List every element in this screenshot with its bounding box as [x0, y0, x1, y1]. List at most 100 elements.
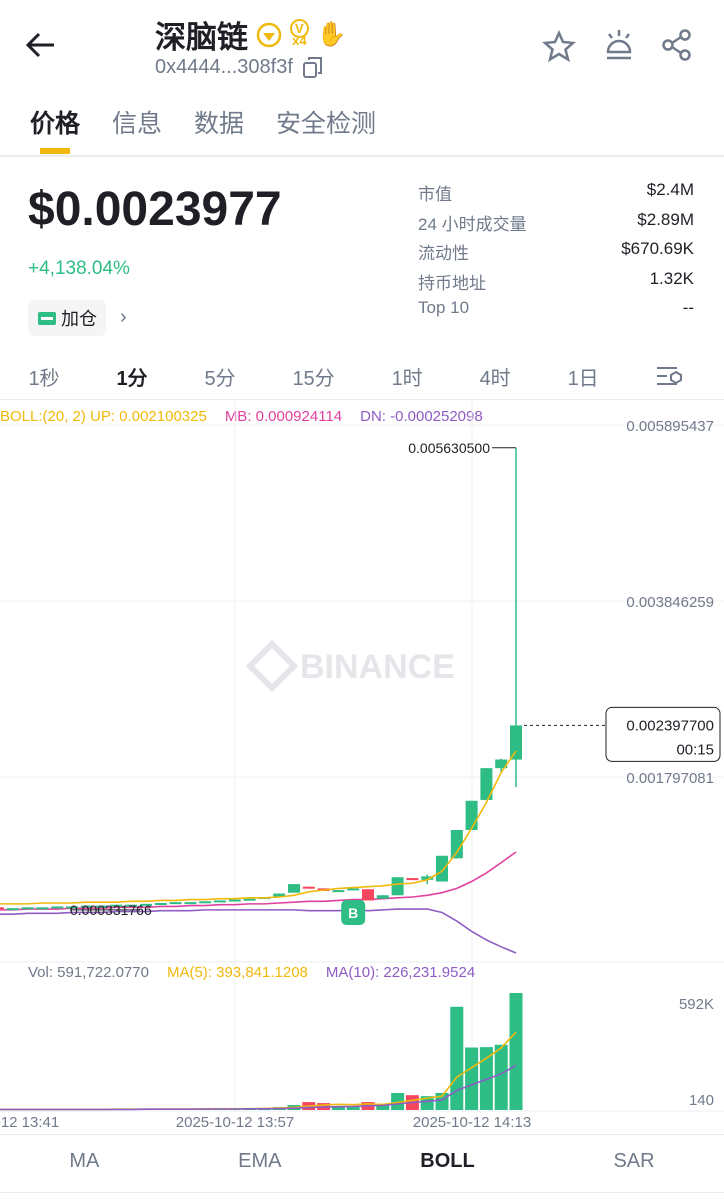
candle-body: [154, 903, 167, 906]
wallet-icon: [38, 312, 56, 325]
indicator-tab[interactable]: MA: [69, 1150, 100, 1172]
copy-icon[interactable]: [301, 55, 325, 79]
candle: [288, 884, 300, 893]
candle-body: [80, 905, 93, 908]
main-tabs: 价格 信息 数据 安全检测: [30, 104, 377, 154]
boll-up-line: [0, 750, 517, 905]
divider: [0, 1192, 724, 1193]
candle-body: [36, 907, 49, 910]
add-position-label: 加仓: [61, 309, 97, 329]
candle: [495, 758, 508, 773]
buy-marker-label: B: [348, 905, 358, 921]
stat-row: 持币地址 1.32K: [418, 269, 694, 299]
stat-row: Top 10 --: [418, 298, 694, 328]
candle: [184, 902, 197, 905]
volume-bar: [450, 1006, 464, 1110]
indicator-tab[interactable]: BOLL: [420, 1150, 475, 1172]
candle-body: [406, 878, 419, 881]
buy-marker: [341, 900, 366, 925]
candle: [214, 900, 226, 903]
high-price-label: 0.005630500: [408, 440, 490, 456]
candle-body: [391, 877, 404, 896]
vol-ma10-line: [0, 1064, 517, 1111]
candle-body: [228, 899, 241, 902]
candle-body: [436, 855, 448, 882]
interval-tab[interactable]: 1分: [116, 368, 148, 390]
candle: [376, 895, 389, 899]
volume-bar: [346, 1107, 360, 1110]
candle: [332, 890, 345, 893]
candle: [406, 878, 419, 881]
volume-bar: [509, 993, 523, 1110]
interval-tab[interactable]: 4时: [479, 368, 511, 390]
arrow-left-icon: [25, 32, 54, 58]
candle: [66, 906, 78, 909]
volume-bar: [465, 1047, 479, 1110]
share-icon[interactable]: [660, 28, 694, 62]
volume-legend: Vol: 591,722.0770 MA(5): 393,841.1208 MA…: [28, 964, 475, 981]
stat-value: --: [682, 298, 694, 317]
volume-bar: [494, 1044, 508, 1110]
candle-body: [347, 888, 360, 891]
candle: [480, 768, 493, 800]
boll-mb-value: MB: 0.000924114: [224, 408, 343, 425]
candle-body: [465, 800, 478, 830]
stat-row: 市值 $2.4M: [418, 180, 694, 210]
candle-body: [288, 884, 300, 893]
interval-tab[interactable]: 1日: [567, 368, 599, 390]
add-position-button[interactable]: 加仓: [28, 300, 106, 336]
vol-ma10-value: MA(10): 226,231.9524: [325, 964, 476, 981]
price-chart[interactable]: BINANCE 0.005895437 0.003846259 0.001797081…: [0, 0, 724, 1140]
volume-bar: [376, 1104, 390, 1110]
indicator-tab[interactable]: SAR: [613, 1150, 655, 1172]
back-button[interactable]: [24, 28, 58, 67]
interval-tabs: 1秒 1分 5分 15分 1时 4时 1日: [0, 362, 724, 391]
tab-data[interactable]: 数据: [194, 110, 245, 138]
interval-tab[interactable]: 5分: [204, 368, 236, 390]
volume-bar: [391, 1092, 405, 1110]
chart-settings-icon[interactable]: [655, 364, 685, 388]
candle: [362, 889, 374, 901]
interval-tab[interactable]: 1时: [391, 368, 423, 390]
indicator-tab[interactable]: EMA: [238, 1150, 282, 1172]
boll-dn-line: [0, 908, 517, 954]
interval-tab[interactable]: 1秒: [28, 368, 60, 390]
volume-bar: [420, 1096, 434, 1110]
chevron-right-icon[interactable]: ›: [120, 306, 127, 328]
stat-row: 24 小时成交量 $2.89M: [418, 210, 694, 240]
tab-security[interactable]: 安全检测: [276, 110, 377, 138]
stat-label: 流动性: [418, 244, 469, 263]
alert-icon[interactable]: [602, 28, 636, 62]
stat-row: 流动性 $670.69K: [418, 239, 694, 269]
binance-logo-icon: [245, 639, 299, 693]
interval-tab[interactable]: 15分: [292, 368, 335, 390]
candle-body: [421, 876, 434, 880]
candle-body: [450, 829, 463, 859]
vol-ma5-value: MA(5): 393,841.1208: [166, 964, 308, 981]
tab-price[interactable]: 价格: [30, 104, 80, 154]
boll-mb-line: [0, 851, 517, 911]
candle-body: [140, 903, 152, 906]
candle: [0, 907, 4, 910]
price-axis-label: 0.005895437: [626, 418, 714, 435]
contract-address: 0x4444...308f3f: [155, 55, 325, 79]
current-price: $0.0023977: [28, 183, 282, 236]
price-axis-label: 0.003846259: [626, 594, 714, 611]
star-icon[interactable]: [542, 30, 576, 64]
divider: [0, 399, 724, 400]
candle: [125, 904, 138, 907]
candle-body: [21, 907, 34, 910]
hand-icon: ✋: [316, 21, 347, 48]
candle: [21, 907, 34, 910]
time-axis-label: 2025-10-12 13:41: [0, 1114, 59, 1131]
tab-info[interactable]: 信息: [112, 110, 163, 138]
stat-value: $2.4M: [646, 180, 694, 199]
candle: [199, 901, 212, 904]
volume-bar: [331, 1106, 345, 1110]
boll-up-value: BOLL:(20, 2) UP: 0.002100325: [0, 408, 207, 425]
boll-dn-value: DN: -0.000252098: [360, 408, 483, 425]
stat-label: 市值: [418, 185, 452, 204]
candle-body: [376, 895, 389, 899]
